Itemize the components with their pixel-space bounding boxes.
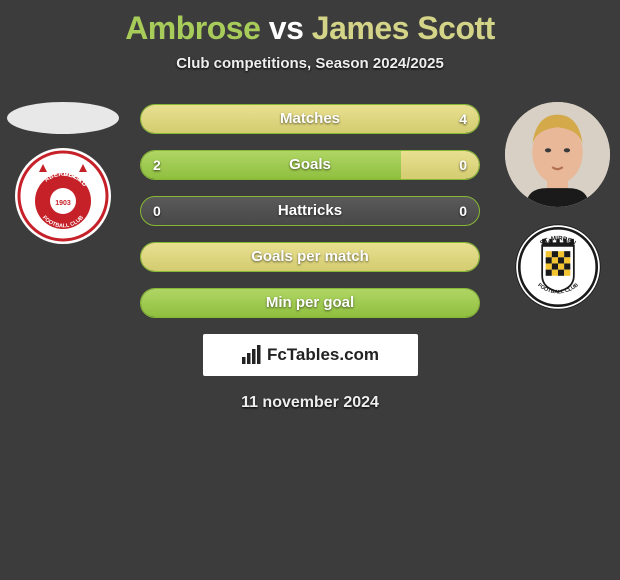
bar-label: Matches — [141, 105, 479, 133]
stat-bar: Hattricks0 0 — [140, 196, 480, 226]
bar-value-player2: 0 — [459, 197, 467, 225]
attribution-text: FcTables.com — [267, 345, 379, 365]
chart-icon — [241, 345, 263, 365]
stat-bar: Min per goal — [140, 288, 480, 318]
player2-name: James Scott — [312, 10, 495, 46]
player1-club-badge: 1903 ABERDEEN ABERDEEN FOOTBALL CLUB — [13, 146, 113, 246]
comparison-bars: Matches4Goals20Hattricks00Goals per matc… — [140, 102, 480, 318]
player2-photo — [505, 102, 610, 207]
player2-club-badge: ST. MIRREN FOOTBALL CLUB — [514, 223, 602, 311]
date-text: 11 november 2024 — [0, 394, 620, 412]
bar-value-player1: 2 — [153, 151, 161, 179]
stat-bar: Goals per match — [140, 242, 480, 272]
bar-label: Hattricks — [141, 197, 479, 225]
vs-text: vs — [269, 10, 304, 46]
bar-value-player1: 0 — [153, 197, 161, 225]
subtitle: Club competitions, Season 2024/2025 — [0, 55, 620, 72]
player1-name: Ambrose — [125, 10, 260, 46]
stat-bar: Goals2 0 — [140, 150, 480, 180]
bar-label: Goals — [141, 151, 479, 179]
bar-value-player2: 4 — [459, 105, 467, 133]
bar-label: Goals per match — [141, 243, 479, 271]
stat-bar: Matches4 — [140, 104, 480, 134]
attribution-badge: FcTables.com — [203, 334, 418, 376]
bar-value-player2: 0 — [459, 151, 467, 179]
comparison-title: Ambrose vs James Scott — [0, 10, 620, 47]
player1-photo-placeholder — [7, 102, 119, 134]
bar-label: Min per goal — [141, 289, 479, 317]
svg-text:1903: 1903 — [55, 200, 71, 207]
